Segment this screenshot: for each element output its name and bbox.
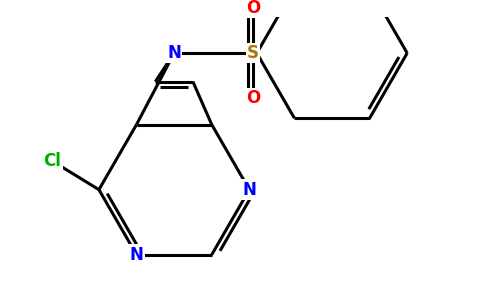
Text: O: O <box>246 0 260 17</box>
Text: S: S <box>247 44 259 62</box>
Text: N: N <box>167 44 181 62</box>
Text: O: O <box>246 89 260 107</box>
Text: Cl: Cl <box>44 152 61 170</box>
Text: N: N <box>242 181 256 199</box>
Text: N: N <box>130 246 143 264</box>
